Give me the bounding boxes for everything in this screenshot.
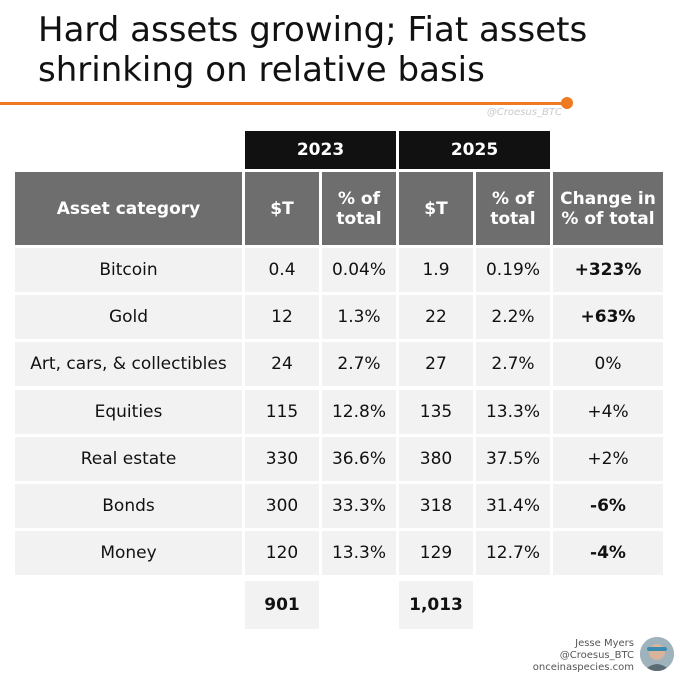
row-label: Art, cars, & collectibles: [15, 342, 242, 386]
row-label: Real estate: [15, 437, 242, 481]
table-cell: 1.9: [399, 248, 473, 292]
author-name: Jesse Myers: [575, 638, 634, 649]
table-cell: 300: [245, 484, 319, 528]
column-header: % of total: [476, 172, 550, 245]
table-cell: 12.7%: [476, 531, 550, 575]
author-handle: @Croesus_BTC: [559, 650, 634, 661]
author-site: onceinaspecies.com: [532, 662, 634, 673]
column-header: Asset category: [15, 172, 242, 245]
table-cell: 27: [399, 342, 473, 386]
year-header-2025: 2025: [399, 131, 550, 169]
table-cell: 380: [399, 437, 473, 481]
row-label: Bonds: [15, 484, 242, 528]
year-header-2023: 2023: [245, 131, 396, 169]
table-cell: 2.7%: [476, 342, 550, 386]
table-cell: 2.7%: [322, 342, 396, 386]
table-cell: 120: [245, 531, 319, 575]
accent-dot: [561, 97, 573, 109]
table-cell: 24: [245, 342, 319, 386]
table-cell: +323%: [553, 248, 663, 292]
table-cell: 12: [245, 295, 319, 339]
total-2023: 901: [245, 581, 319, 629]
table-cell: -4%: [553, 531, 663, 575]
column-header: % of total: [322, 172, 396, 245]
table-cell: 0.04%: [322, 248, 396, 292]
table-cell: 1.3%: [322, 295, 396, 339]
row-label: Gold: [15, 295, 242, 339]
table-cell: 2.2%: [476, 295, 550, 339]
accent-rule: [0, 102, 566, 105]
title-line-2: shrinking on relative basis: [38, 50, 485, 90]
table-cell: +63%: [553, 295, 663, 339]
title-line-1: Hard assets growing; Fiat assets: [38, 10, 588, 50]
table-cell: 36.6%: [322, 437, 396, 481]
total-2025: 1,013: [399, 581, 473, 629]
row-label: Money: [15, 531, 242, 575]
row-label: Bitcoin: [15, 248, 242, 292]
table-cell: 318: [399, 484, 473, 528]
table-cell: -6%: [553, 484, 663, 528]
table-cell: 12.8%: [322, 390, 396, 434]
table-cell: 0.4: [245, 248, 319, 292]
column-header: $T: [399, 172, 473, 245]
table-cell: 0.19%: [476, 248, 550, 292]
table-cell: 129: [399, 531, 473, 575]
table-cell: 37.5%: [476, 437, 550, 481]
table-cell: +4%: [553, 390, 663, 434]
table-cell: 0%: [553, 342, 663, 386]
avatar-portrait-icon: [640, 637, 674, 671]
column-header: $T: [245, 172, 319, 245]
page-title: Hard assets growing; Fiat assets shrinki…: [38, 10, 658, 90]
table-cell: 22: [399, 295, 473, 339]
table-cell: 31.4%: [476, 484, 550, 528]
table-cell: 13.3%: [322, 531, 396, 575]
row-label: Equities: [15, 390, 242, 434]
author-credit: Jesse Myers @Croesus_BTC onceinaspecies.…: [533, 638, 634, 674]
watermark: @Croesus_BTC: [486, 107, 562, 118]
table-cell: 115: [245, 390, 319, 434]
table-cell: 330: [245, 437, 319, 481]
avatar: [640, 637, 674, 671]
table-cell: 135: [399, 390, 473, 434]
table-cell: 33.3%: [322, 484, 396, 528]
column-header: Change in % of total: [553, 172, 663, 245]
table-cell: 13.3%: [476, 390, 550, 434]
table-cell: +2%: [553, 437, 663, 481]
